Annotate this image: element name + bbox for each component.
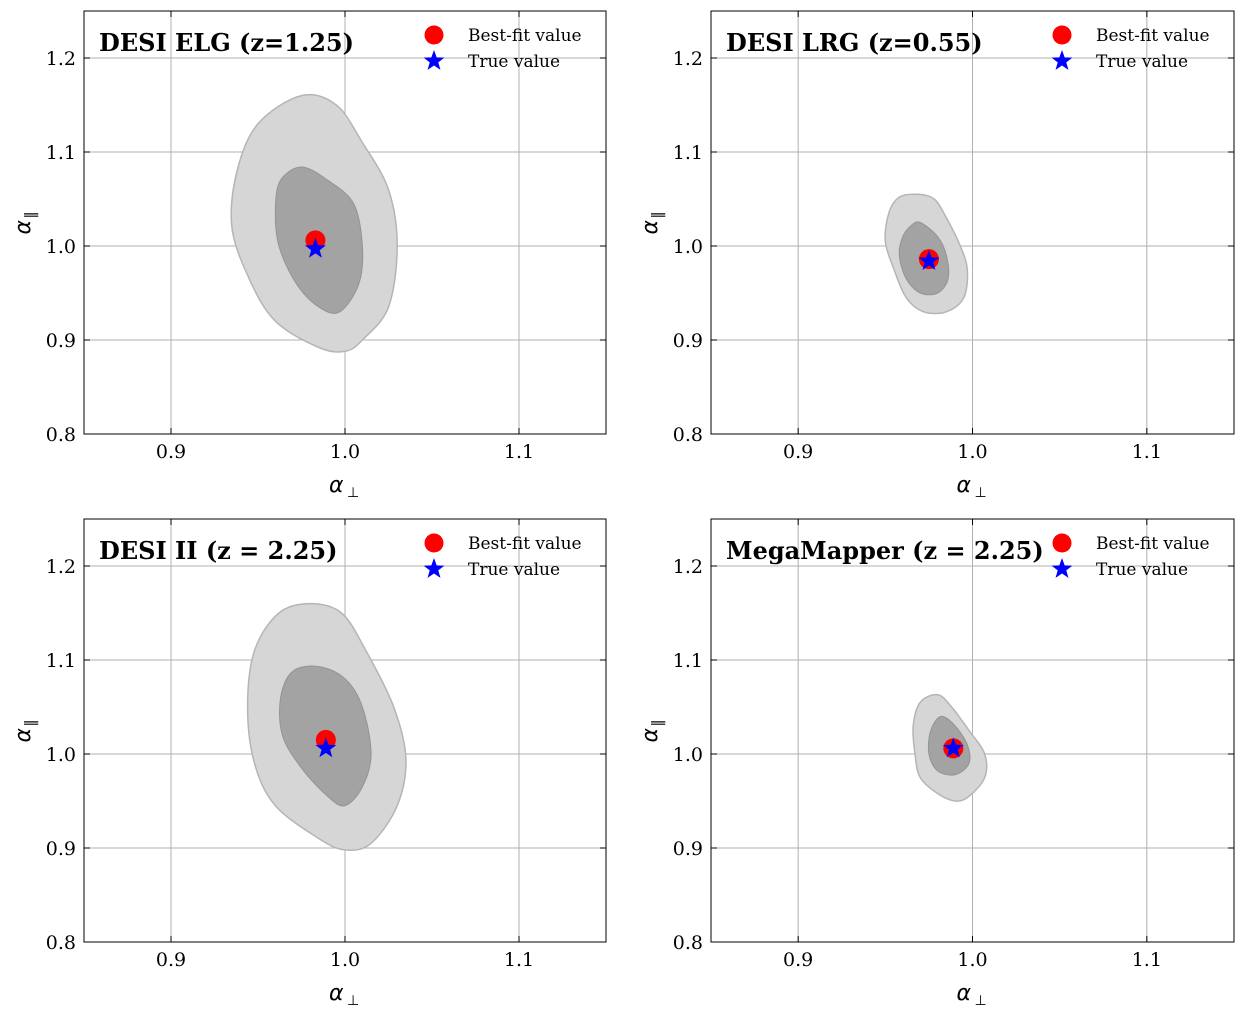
x-tick-label: 1.1 <box>504 949 534 971</box>
panel-title: DESI ELG (z=1.25) <box>99 28 354 57</box>
y-tick-label: 1.0 <box>673 236 703 258</box>
panel-2: 0.9 1.0 1.1 0.8 0.9 1.0 1.1 1.2 DESI LRG (z=0.55… <box>638 10 1235 501</box>
x-tick-label: 1.1 <box>1132 441 1162 463</box>
legend-best-fit-marker <box>424 25 444 45</box>
y-tick-label: 1.1 <box>46 650 76 672</box>
true-value-point <box>315 737 337 758</box>
y-tick-label: 1.1 <box>673 142 703 164</box>
legend-best-fit-label: Best-fit value <box>468 26 582 46</box>
y-tick-label: 1.1 <box>673 650 703 672</box>
y-axis-label: α <box>638 220 663 235</box>
x-axis-label: α <box>329 981 344 1006</box>
y-tick-label: 0.9 <box>46 838 76 860</box>
legend-true-value-marker <box>423 558 445 578</box>
x-axis-label: α <box>329 473 344 498</box>
x-axis-label-subscript: ⊥ <box>975 993 987 1009</box>
y-tick-label: 1.2 <box>673 556 703 578</box>
y-axis-label: α <box>11 220 36 235</box>
x-tick-label: 1.0 <box>330 441 360 463</box>
true-value-point <box>304 237 326 258</box>
legend-true-value-label: True value <box>1096 560 1188 580</box>
y-tick-label: 1.0 <box>46 236 76 258</box>
y-axis-label-group: α‖ <box>11 720 39 743</box>
x-axis-label: α <box>957 473 972 498</box>
y-axis-label: α <box>638 728 663 743</box>
y-tick-label: 1.0 <box>46 744 76 766</box>
legend-true-value-label: True value <box>468 560 560 580</box>
legend-best-fit-marker <box>1052 533 1072 553</box>
legend-best-fit-label: Best-fit value <box>1096 534 1210 554</box>
y-axis-label: α <box>11 728 36 743</box>
y-axis-label-subscript: ‖ <box>23 720 39 727</box>
legend-best-fit-marker <box>424 533 444 553</box>
y-axis-label-group: α‖ <box>638 212 666 235</box>
y-tick-label: 0.8 <box>673 424 703 446</box>
legend-best-fit-label: Best-fit value <box>468 534 582 554</box>
y-axis-label-group: α‖ <box>638 720 666 743</box>
x-tick-label: 0.9 <box>156 441 186 463</box>
legend-true-value-label: True value <box>468 52 560 72</box>
y-tick-label: 1.0 <box>673 744 703 766</box>
x-tick-label: 1.0 <box>957 441 987 463</box>
y-axis-label-subscript: ‖ <box>23 212 39 219</box>
y-tick-label: 1.1 <box>46 142 76 164</box>
panel-title: MegaMapper (z = 2.25) <box>726 536 1044 565</box>
y-tick-label: 0.9 <box>46 330 76 352</box>
y-axis-label-subscript: ‖ <box>650 720 666 727</box>
x-tick-label: 0.9 <box>783 949 813 971</box>
panel-3: 0.9 1.0 1.1 0.8 0.9 1.0 1.1 1.2 DESI II (z = 2.2… <box>11 518 607 1009</box>
x-tick-label: 0.9 <box>783 441 813 463</box>
x-tick-label: 1.0 <box>957 949 987 971</box>
panel-1: 0.9 1.0 1.1 0.8 0.9 1.0 1.1 1.2 DESI ELG (z=1.25… <box>11 10 607 501</box>
y-axis-label-subscript: ‖ <box>650 212 666 219</box>
y-tick-label: 0.9 <box>673 838 703 860</box>
y-tick-label: 1.2 <box>673 48 703 70</box>
y-tick-label: 0.8 <box>46 424 76 446</box>
x-axis-label-subscript: ⊥ <box>347 485 359 501</box>
y-tick-label: 1.2 <box>46 556 76 578</box>
y-tick-label: 0.8 <box>46 932 76 954</box>
x-axis-label: α <box>957 981 972 1006</box>
legend-best-fit-label: Best-fit value <box>1096 26 1210 46</box>
legend-true-value-marker <box>1051 558 1073 578</box>
legend-best-fit-marker <box>1052 25 1072 45</box>
y-tick-label: 0.8 <box>673 932 703 954</box>
legend-true-value-marker <box>1051 50 1073 70</box>
true-value-point <box>942 737 964 758</box>
y-tick-label: 1.2 <box>46 48 76 70</box>
panel-4: 0.9 1.0 1.1 0.8 0.9 1.0 1.1 1.2 MegaMapper (z = … <box>638 518 1235 1009</box>
true-value-point <box>918 250 940 270</box>
panel-title: DESI II (z = 2.25) <box>99 536 337 565</box>
x-tick-label: 0.9 <box>156 949 186 971</box>
x-axis-label-subscript: ⊥ <box>975 485 987 501</box>
x-axis-label-subscript: ⊥ <box>347 993 359 1009</box>
legend-true-value-marker <box>423 50 445 70</box>
legend-true-value-label: True value <box>1096 52 1188 72</box>
panel-title: DESI LRG (z=0.55) <box>726 28 983 57</box>
x-tick-label: 1.1 <box>1132 949 1162 971</box>
x-tick-label: 1.1 <box>504 441 534 463</box>
y-axis-label-group: α‖ <box>11 212 39 235</box>
y-tick-label: 0.9 <box>673 330 703 352</box>
x-tick-label: 1.0 <box>330 949 360 971</box>
